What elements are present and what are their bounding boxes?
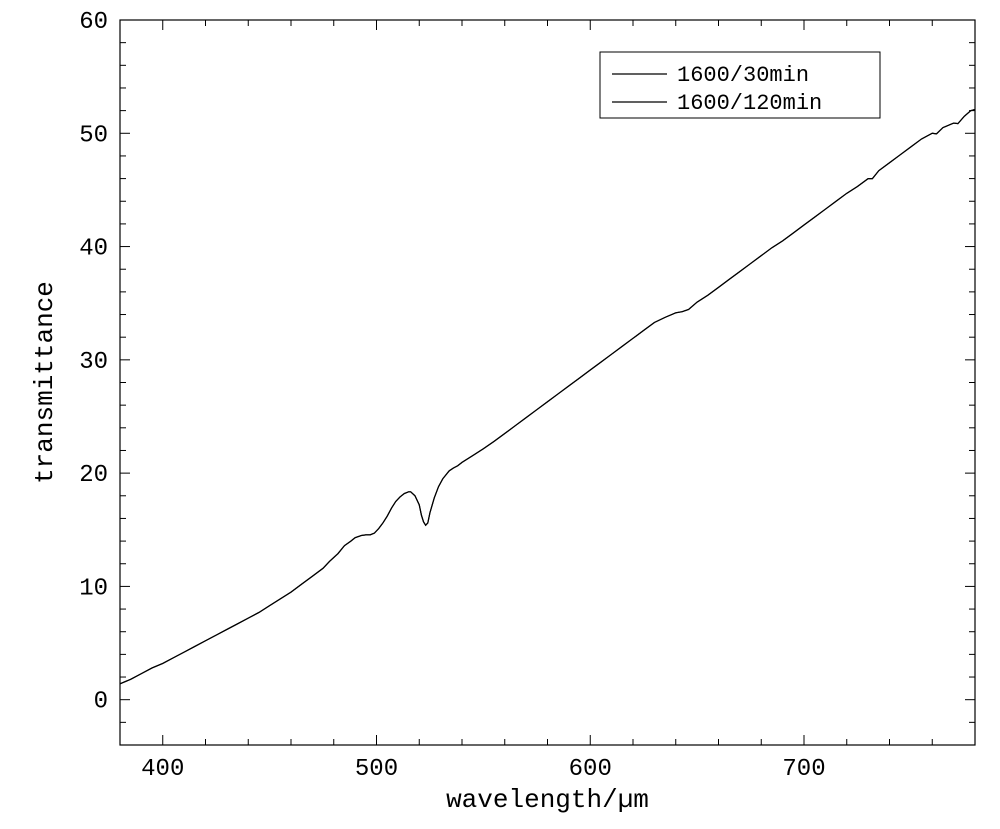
chart-container: 400 500 600 700 wavelength/µm 0 10 20 30 40 50 60 tr… [0, 0, 1000, 829]
x-tick-label: 500 [355, 756, 398, 783]
x-tick-label: 600 [569, 756, 612, 783]
y-tick-label: 60 [79, 9, 108, 36]
series-line-1 [120, 109, 975, 683]
y-tick-label: 30 [79, 349, 108, 376]
plot-border [120, 20, 975, 745]
y-axis-title: transmittance [30, 281, 60, 484]
x-axis-title: wavelength/µm [446, 785, 649, 815]
y-tick-label: 50 [79, 122, 108, 149]
y-tick-label: 10 [79, 575, 108, 602]
transmittance-line-chart: 400 500 600 700 wavelength/µm 0 10 20 30 40 50 60 tr… [0, 0, 1000, 829]
legend-label: 1600/120min [677, 91, 822, 116]
y-tick-label: 0 [94, 689, 108, 716]
series-line-0 [120, 109, 975, 683]
y-tick-label: 20 [79, 462, 108, 489]
y-tick-label: 40 [79, 236, 108, 263]
legend-label: 1600/30min [677, 63, 809, 88]
x-tick-label: 400 [141, 756, 184, 783]
x-tick-label: 700 [782, 756, 825, 783]
